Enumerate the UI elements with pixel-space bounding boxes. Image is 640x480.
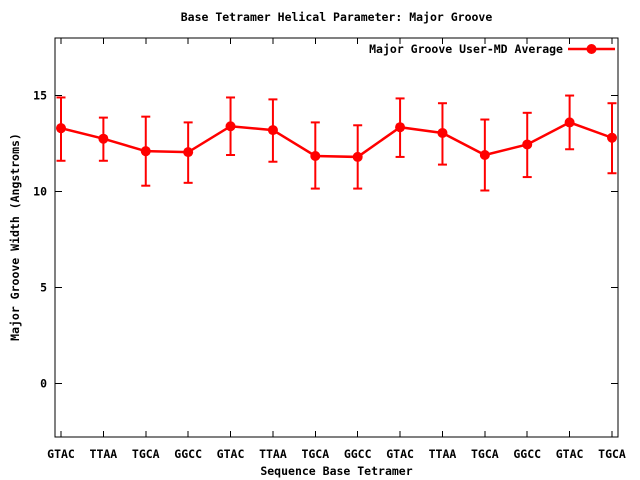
x-category-label: TTAA <box>259 447 287 461</box>
x-category-label: TGCA <box>598 447 626 461</box>
series-line <box>60 121 613 159</box>
x-category-label: GGCC <box>513 447 541 461</box>
chart-title: Base Tetramer Helical Parameter: Major G… <box>180 10 493 24</box>
x-category-label: GTAC <box>47 447 75 461</box>
x-category-label: TTAA <box>429 447 457 461</box>
data-point <box>437 127 448 138</box>
x-category-label: TGCA <box>471 447 499 461</box>
data-point <box>522 139 533 150</box>
data-point <box>607 132 617 143</box>
x-category-label: GGCC <box>174 447 202 461</box>
data-point <box>395 122 406 133</box>
x-category-label: GTAC <box>556 447 584 461</box>
data-point <box>98 133 109 144</box>
data-point <box>140 146 151 157</box>
x-category-label: TGCA <box>132 447 160 461</box>
x-axis-title: Sequence Base Tetramer <box>260 464 413 478</box>
data-point <box>352 151 363 162</box>
data-point <box>564 117 575 128</box>
data-point <box>183 147 194 158</box>
y-axis-title: Major Groove Width (Angstroms) <box>8 133 22 341</box>
data-point <box>310 150 321 161</box>
y-tick-label: 10 <box>33 184 47 198</box>
legend-marker <box>586 44 597 54</box>
legend-label: Major Groove User-MD Average <box>369 42 563 56</box>
x-category-label: GTAC <box>386 447 414 461</box>
data-point <box>479 150 490 161</box>
x-category-label: TGCA <box>301 447 329 461</box>
x-category-label: GGCC <box>344 447 372 461</box>
plot-border <box>54 37 619 438</box>
data-point <box>225 121 236 132</box>
x-category-label: GTAC <box>217 447 245 461</box>
data-point <box>56 123 66 134</box>
y-tick-label: 15 <box>33 89 47 103</box>
y-tick-label: 5 <box>40 280 47 294</box>
x-category-label: TTAA <box>90 447 118 461</box>
data-point <box>267 125 278 136</box>
y-tick-label: 0 <box>40 376 47 390</box>
